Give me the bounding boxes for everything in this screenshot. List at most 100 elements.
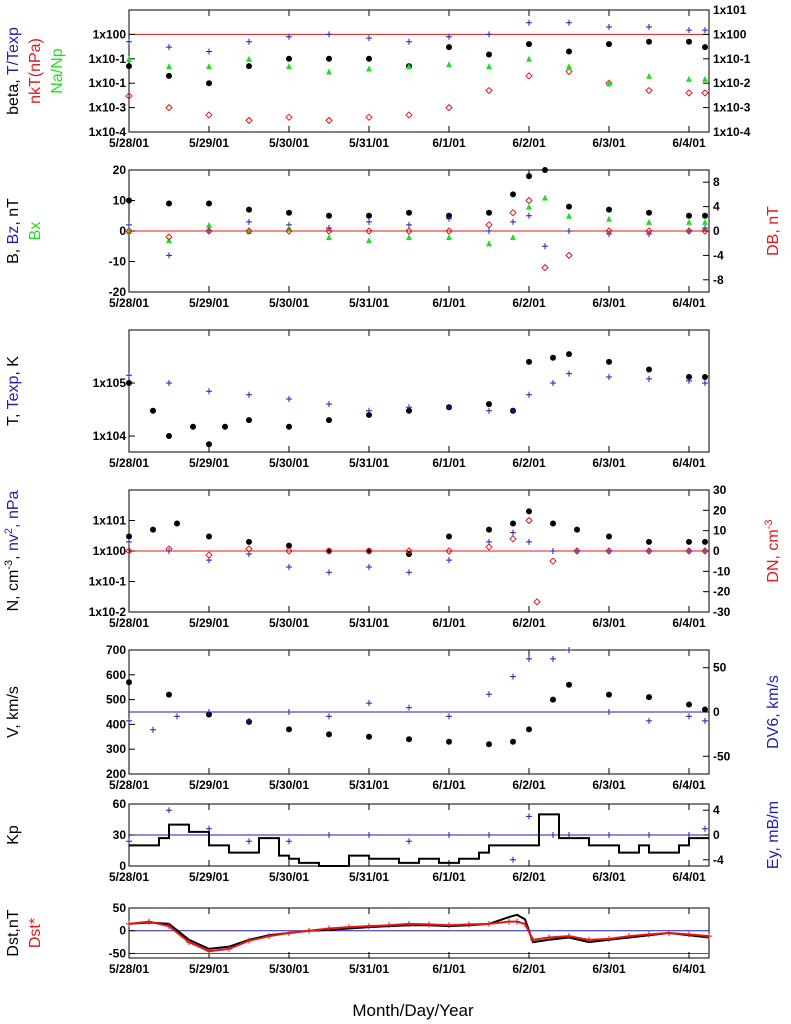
data-point bbox=[566, 212, 572, 219]
data-point bbox=[466, 921, 472, 928]
data-point bbox=[566, 48, 572, 55]
x-tick-label: 5/28/01 bbox=[109, 962, 149, 976]
data-point bbox=[486, 691, 492, 698]
y-right-tick-label: 0 bbox=[713, 705, 720, 719]
data-point bbox=[126, 63, 132, 70]
y-tick-label: 600 bbox=[106, 668, 126, 682]
data-point bbox=[702, 380, 708, 387]
y-tick-label: 300 bbox=[106, 742, 126, 756]
series-line bbox=[128, 920, 710, 953]
x-tick-label: 6/1/01 bbox=[432, 616, 466, 630]
data-point bbox=[686, 377, 692, 384]
data-point bbox=[646, 538, 652, 545]
data-point bbox=[326, 31, 332, 38]
data-point bbox=[510, 856, 516, 863]
data-point bbox=[526, 203, 532, 210]
data-point bbox=[606, 80, 612, 87]
data-point bbox=[686, 75, 692, 82]
axis-label-run: B, bbox=[5, 244, 22, 264]
x-tick-label: 5/28/01 bbox=[109, 136, 149, 150]
axis-label-run: DB, nT bbox=[765, 206, 782, 256]
data-point bbox=[406, 38, 412, 45]
data-point bbox=[686, 931, 692, 938]
data-point bbox=[206, 48, 212, 55]
x-tick-label: 6/1/01 bbox=[432, 962, 466, 976]
data-point bbox=[286, 55, 292, 62]
data-point bbox=[526, 41, 532, 48]
data-point bbox=[606, 41, 612, 48]
data-point bbox=[150, 526, 156, 533]
x-tick-label: 6/2/01 bbox=[512, 296, 546, 310]
data-point bbox=[526, 726, 532, 733]
y-axis-label-3: Na/Np bbox=[49, 48, 66, 93]
data-point bbox=[246, 937, 252, 944]
data-point bbox=[406, 838, 412, 845]
data-point bbox=[150, 726, 156, 733]
data-point bbox=[566, 933, 572, 940]
data-point bbox=[325, 116, 333, 125]
data-point bbox=[526, 173, 532, 180]
x-tick-label: 5/30/01 bbox=[269, 778, 309, 792]
x-tick-label: 6/3/01 bbox=[592, 296, 626, 310]
data-point bbox=[542, 167, 548, 173]
y-tick-label: -10 bbox=[109, 255, 127, 269]
x-tick-label: 5/28/01 bbox=[109, 778, 149, 792]
data-point bbox=[486, 920, 492, 927]
data-point bbox=[506, 918, 512, 925]
data-point bbox=[685, 547, 693, 555]
data-point bbox=[645, 86, 653, 95]
axis-label-run: , bbox=[5, 551, 22, 560]
data-point bbox=[525, 196, 533, 205]
y-right-tick-label: 8 bbox=[713, 175, 720, 189]
data-point bbox=[550, 380, 556, 387]
data-point bbox=[326, 832, 332, 838]
y-right-axis-label: DV6, km/s bbox=[765, 675, 782, 749]
data-point bbox=[126, 55, 132, 62]
data-point bbox=[686, 218, 692, 225]
data-point bbox=[702, 373, 708, 380]
x-tick-label: 6/2/01 bbox=[512, 778, 546, 792]
data-point bbox=[286, 395, 292, 402]
data-point bbox=[126, 221, 132, 228]
y-axis-label: beta, T/Texp bbox=[5, 27, 22, 115]
axis-label-run: N, cm bbox=[5, 570, 22, 612]
data-point bbox=[366, 237, 372, 244]
data-point bbox=[222, 423, 228, 430]
y-right-tick-label: 30 bbox=[713, 483, 727, 497]
data-point bbox=[125, 547, 133, 555]
data-point bbox=[206, 709, 212, 715]
axis-label-run: Bz bbox=[5, 226, 22, 245]
x-tick-label: 6/4/01 bbox=[672, 616, 706, 630]
data-point bbox=[510, 218, 516, 225]
data-point bbox=[546, 934, 552, 941]
y-right-tick-label: 1x100 bbox=[713, 27, 747, 41]
data-point bbox=[525, 72, 533, 80]
data-point bbox=[486, 741, 492, 748]
data-point bbox=[701, 227, 709, 235]
data-point bbox=[246, 838, 252, 845]
data-point bbox=[446, 215, 452, 222]
data-point bbox=[686, 373, 692, 380]
data-point bbox=[205, 111, 213, 119]
panel-velocity: 5/28/01 5/29/01 5/30/01 5/31/01 6/1/01 6/2/01… bbox=[5, 643, 782, 792]
data-point bbox=[509, 208, 517, 217]
data-point bbox=[446, 832, 452, 838]
data-point bbox=[246, 391, 252, 398]
x-tick-label: 6/1/01 bbox=[432, 778, 466, 792]
data-point bbox=[246, 55, 252, 62]
data-point bbox=[646, 72, 652, 79]
y-tick-label: 30 bbox=[113, 828, 127, 842]
data-point bbox=[686, 713, 692, 720]
data-point bbox=[286, 930, 292, 936]
x-tick-label: 5/29/01 bbox=[189, 870, 229, 884]
y-tick-label: 1x101 bbox=[93, 514, 127, 528]
x-tick-label: 6/3/01 bbox=[592, 136, 626, 150]
axis-label-run: Dst* bbox=[27, 918, 44, 948]
y-right-tick-label: -30 bbox=[713, 605, 731, 619]
data-point bbox=[549, 557, 557, 565]
data-point bbox=[126, 538, 132, 545]
data-point bbox=[366, 700, 372, 707]
data-point bbox=[306, 927, 312, 934]
y-tick-label: 1x104 bbox=[93, 429, 127, 443]
